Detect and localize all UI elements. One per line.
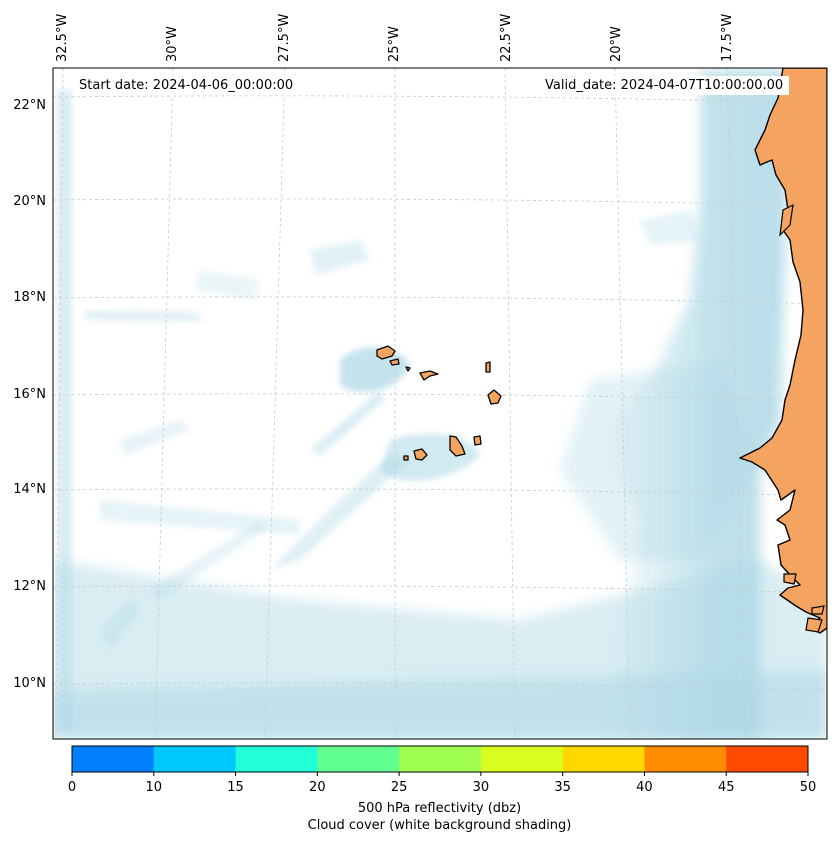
colorbar-segment [72,746,155,772]
island-sao-vicente [389,358,400,366]
colorbar-tick-label: 25 [390,780,408,795]
africa-mainland [739,68,827,634]
colorbar-tick-label: 40 [636,780,653,795]
lat-label: 14°N [13,482,46,497]
colorbar-segment [153,746,237,772]
gridlines [53,68,827,739]
colorbar-segment [317,746,400,772]
lon-label: 17.5°W [720,13,735,62]
coastal-island [805,617,823,633]
island-maio [473,435,482,446]
colorbar-tick-label: 35 [554,780,571,795]
island-fogo [413,448,428,461]
start-date-label: Start date: 2024-04-06_00:00:00 [73,76,300,95]
colorbar-tick-label: 20 [309,780,326,795]
coastal-island [779,203,794,237]
island-santa-luzia [405,366,411,372]
island-boa-vista [487,389,502,405]
lon-label: 20°W [609,26,624,62]
lon-label: 27.5°W [277,13,292,62]
map-area [53,68,827,739]
colorbar-segment [480,746,564,772]
lon-label: 25°W [387,26,402,62]
island-sao-nicolau [419,370,439,381]
island-sal [485,361,491,373]
colorbar-segment [726,746,809,772]
map-frame [52,67,828,740]
colorbar-segment [235,746,318,772]
colorbar-segment [644,746,727,772]
lat-label: 22°N [13,98,46,113]
colorbar-subtitle: Cloud cover (white background shading) [307,818,572,833]
colorbar-tick-label: 10 [145,780,163,795]
lon-label: 22.5°W [499,13,514,62]
lat-label: 12°N [13,579,46,594]
colorbar [71,745,809,776]
island-santo-antao [376,345,396,360]
colorbar-tick-label: 50 [799,780,817,795]
lat-label: 20°N [13,194,46,209]
colorbar-segment [562,746,645,772]
colorbar-tick-label: 0 [67,780,77,795]
colorbar-tick-label: 45 [717,780,735,795]
cloud-cover-shading [53,70,827,739]
valid-date-label: Valid_date: 2024-04-07T10:00:00.00 [539,76,790,95]
coastal-island [783,573,797,585]
island-brava [403,455,409,461]
colorbar-segment [399,746,482,772]
colorbar-tick-label: 30 [472,780,490,795]
lon-label: 32.5°W [55,13,70,62]
lon-label: 30°W [165,26,180,62]
island-santiago [449,435,466,457]
cape-verde-islands [376,345,502,461]
lat-label: 18°N [13,290,46,305]
lat-label: 10°N [13,676,46,691]
colorbar-frame [71,745,809,773]
colorbar-title: 500 hPa reflectivity (dbz) [357,801,522,816]
lat-label: 16°N [13,387,46,402]
colorbar-tick-label: 15 [227,780,244,795]
coastal-island [811,605,825,615]
